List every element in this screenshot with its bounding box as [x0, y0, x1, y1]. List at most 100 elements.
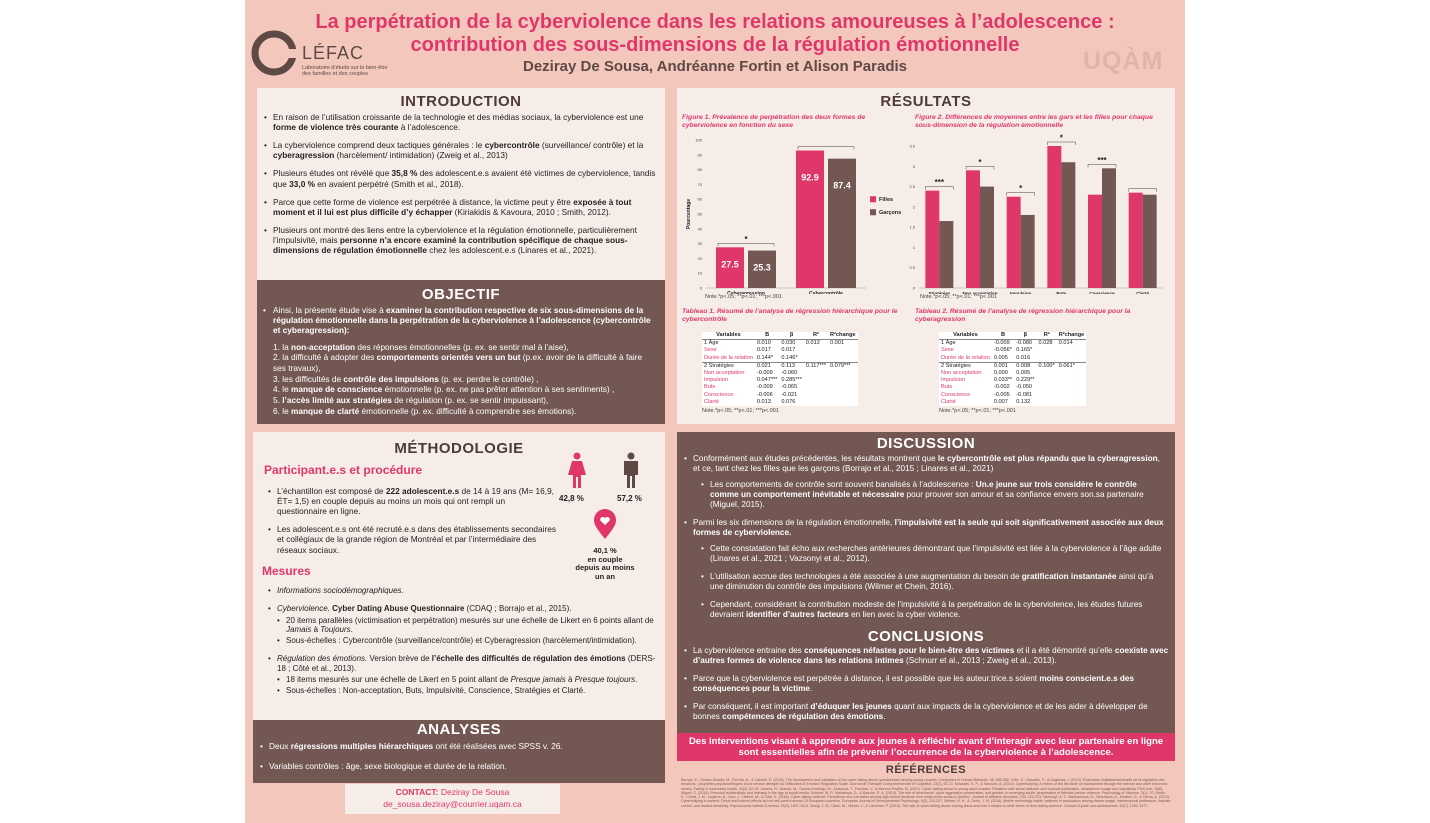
table-cell [828, 399, 858, 406]
table-cell: 0.144* [756, 354, 774, 361]
table-cell: Conscience [941, 391, 971, 398]
bar-garçons [1061, 162, 1076, 288]
measures-heading: Mesures [262, 564, 311, 578]
table-cell: 0.229** [1016, 377, 1035, 384]
bar-filles [796, 150, 824, 288]
table-cell [1037, 347, 1057, 354]
table-cell: 0.005 [993, 354, 1008, 361]
legend-label: Garçons [879, 210, 901, 216]
significance-marker: *** [1097, 156, 1107, 165]
poster-title-2: contribution des sous-dimensions de la r… [410, 34, 1020, 56]
table-row: Durée de la relation 0.144* 0.146* [702, 355, 858, 363]
analyses-title: ANALYSES [416, 721, 502, 738]
bar-filles [966, 170, 980, 288]
table-cell: 0.000 [993, 370, 1008, 377]
table-cell: 0.079*** [828, 361, 858, 371]
y-tick-label: 40 [698, 226, 703, 231]
table-row: Impulsion 0.033** 0.229** [939, 377, 1086, 384]
table-cell: -0.002 [993, 384, 1010, 391]
table-row: Sexe 0.017 0.017 [702, 347, 858, 354]
table-cell: -0.060 [781, 370, 798, 377]
table-cell [804, 347, 828, 354]
table-cell: -0.009 [993, 340, 1010, 347]
x-category-label: Clarté [1136, 291, 1149, 294]
logo-name: LÉFAC [302, 43, 365, 63]
table-cell: 0.017 [781, 347, 796, 354]
table-header-cell: β [1014, 332, 1037, 341]
table-cell: 0.028 [1038, 340, 1053, 347]
poster-authors: Deziray De Sousa, Andréanne Fortin et Al… [523, 58, 907, 75]
y-tick-label: 100 [695, 138, 702, 143]
bar-value-label: 25.3 [753, 263, 771, 273]
table-cell: 1 Âge [704, 340, 719, 347]
table-cell: 0.030 [781, 340, 796, 347]
resultats-section: RÉSULTATS Figure 1. Prévalence de perpét… [677, 88, 1175, 424]
table-cell [1057, 355, 1087, 363]
references-title: RÉFÉRENCES [885, 764, 967, 776]
lefac-logo: LÉFAC Laboratoire d’étude sur le bien-êt… [250, 26, 415, 81]
x-category-label: Buts [1056, 291, 1066, 294]
table-cell [1057, 347, 1087, 354]
y-tick-label: 80 [698, 167, 703, 172]
references-text: Borrajo, E., Gámez-Guadix, M., Pereda, N… [681, 778, 1171, 808]
table2-note: Note.*p<.05; **p<.01; ***p<.001 [939, 408, 1016, 414]
bar-value-label: 92.9 [801, 173, 819, 183]
significance-bracket [1047, 141, 1076, 145]
methodologie-section: MÉTHODOLOGIE Participant.e.s et procédur… [253, 432, 665, 720]
contact-name: Deziray De Sousa [440, 787, 510, 797]
table-cell: Impulsion [941, 377, 965, 384]
logo-sub2: des familles et des couples [302, 71, 369, 77]
introduction-list: En raison de l’utilisation croissante de… [257, 110, 665, 255]
table-cell [804, 370, 828, 377]
objectif-lead: • Ainsi, la présente étude vise à examin… [263, 305, 651, 335]
y-tick-label: 0 [913, 286, 916, 291]
y-tick-label: 3.5 [909, 144, 915, 149]
contact-box: CONTACT: Deziray De Sousa de_sousa.dezir… [345, 784, 560, 814]
introduction-section: INTRODUCTION En raison de l’utilisation … [257, 88, 665, 280]
table-cell: 0.047*** [756, 377, 778, 384]
measure-item: Régulation des émotions. Version brève d… [267, 654, 659, 696]
table-cell: 0.008 [1014, 361, 1037, 371]
table-cell: 0.001 [830, 340, 845, 347]
female-icon [568, 452, 586, 488]
table-cell: 0.001 [991, 361, 1015, 371]
couple-stat: 40,1 % en couple depuis au moins un an [575, 546, 635, 581]
table-cell [1037, 355, 1057, 363]
participants-item: Les adolescent.e.s ont été recruté.e.s d… [267, 524, 557, 554]
table-cell: Impulsion [704, 377, 728, 384]
references-section: RÉFÉRENCES Borrajo, E., Gámez-Guadix, M.… [677, 762, 1175, 820]
table-cell: -0.065 [781, 384, 798, 391]
figure1-note: Note.*p<.05; **p<.01; ***p<.001 [705, 294, 782, 300]
measure-item: Cyberviolence. Cyber Dating Abuse Questi… [267, 604, 659, 646]
measures-list: Informations sociodémographiques. Cyberv… [267, 586, 659, 704]
table-cell: -0.005 [993, 391, 1010, 398]
significance-bracket [1006, 192, 1035, 196]
table-cell: 0.013 [756, 398, 771, 405]
participants-heading: Participant.e.s et procédure [264, 463, 423, 477]
significance-bracket [965, 166, 995, 170]
table-cell: 2 Stratégies [702, 361, 755, 371]
y-tick-label: 1 [913, 245, 916, 250]
table-cell: Durée de la relation [941, 354, 990, 361]
significance-marker: * [744, 235, 748, 244]
table-cell [804, 392, 828, 399]
table-row: Buts -0.002 -0.050 [939, 384, 1086, 391]
y-tick-label: 0.5 [909, 265, 915, 270]
bar-filles [925, 190, 940, 288]
bar-garçons [828, 158, 856, 288]
heart-pin-icon [594, 509, 616, 539]
significance-bracket [1087, 164, 1117, 168]
participants-item: L’échantillon est composé de 222 adolesc… [267, 486, 557, 516]
table-cell: 0.021 [754, 361, 780, 371]
table-cell: 0.100* [1036, 361, 1057, 371]
table-cell [804, 384, 828, 391]
table-cell: Sexe [941, 347, 954, 354]
significance-bracket [797, 146, 855, 150]
table-cell [1057, 399, 1087, 406]
significance-marker: * [1019, 184, 1023, 193]
table-row: Conscience -0.005 -0.081 [939, 392, 1086, 399]
table-cell: -0.009 [756, 384, 773, 391]
contact-email[interactable]: de_sousa.deziray@courrier.uqam.ca [383, 799, 522, 809]
y-tick-label: 50 [698, 212, 703, 217]
